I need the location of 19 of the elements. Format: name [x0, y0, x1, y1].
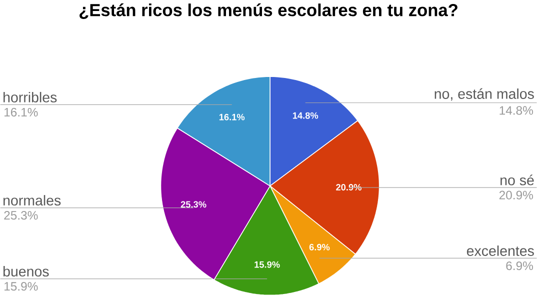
text: 15.9% [4, 282, 38, 291]
data-label: 14.8% [292, 112, 318, 120]
data-label: 16.1% [219, 114, 245, 121]
text: 16.1% [4, 108, 38, 117]
text: 6.9% [506, 262, 533, 270]
slice-label: buenos [3, 266, 49, 277]
slice-label: excelentes [466, 246, 534, 256]
data-label: 15.9% [254, 262, 280, 268]
slice-label: no sé [500, 174, 534, 186]
text: 14.8% [500, 106, 533, 115]
text: 20.9% [499, 190, 533, 200]
data-label: 25.3% [180, 201, 206, 208]
data-label: 20.9% [336, 184, 362, 191]
text: 25.3% [4, 211, 38, 220]
slice-label: horribles [4, 92, 57, 103]
chart-title: ¿Están ricos los menús escolares en tu zona? [80, 4, 458, 20]
slice-label: no, están malos [434, 88, 534, 101]
slice-label: normales [3, 195, 61, 206]
data-label: 6.9% [309, 244, 330, 251]
